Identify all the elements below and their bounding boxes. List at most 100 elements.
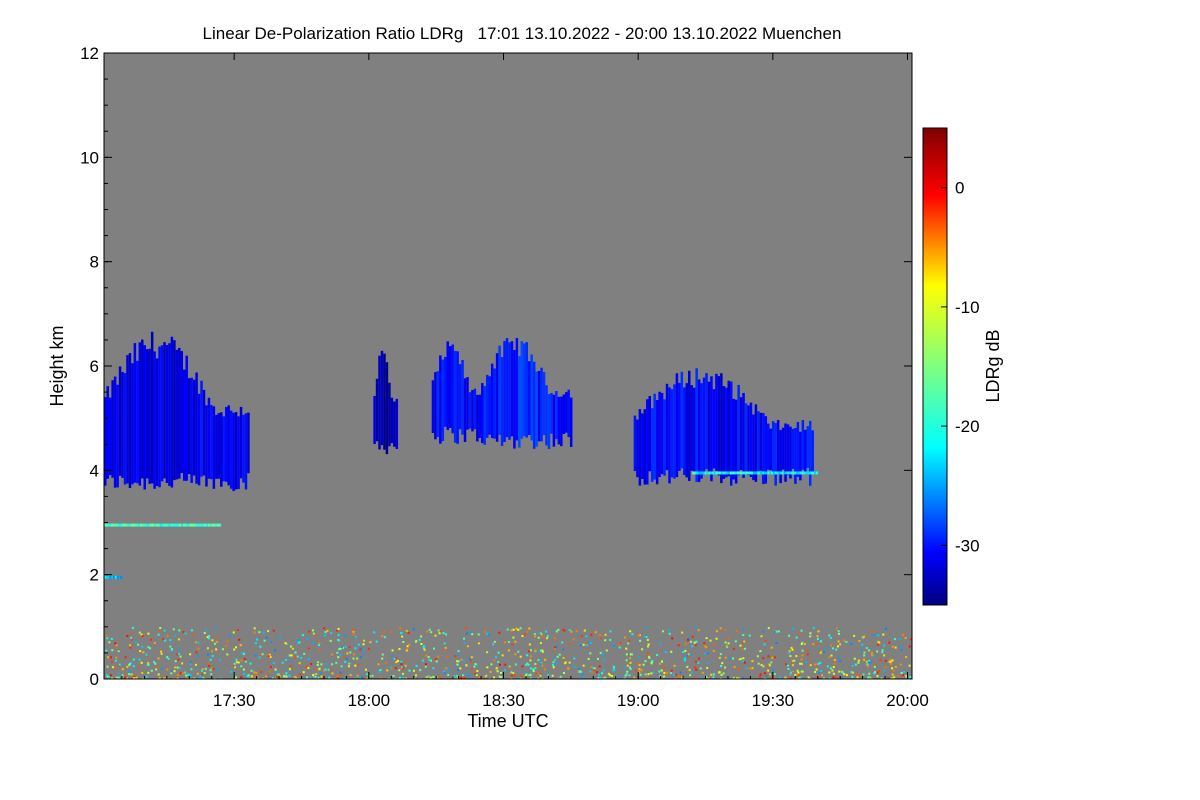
noise-cell — [394, 657, 397, 660]
colorbar-tick-label: 0 — [955, 179, 964, 198]
noise-cell — [644, 635, 647, 638]
thin-layer-cell — [121, 523, 125, 527]
thin-layer-cell — [805, 471, 808, 475]
cloud-column — [552, 394, 556, 447]
x-tick-label: 20:00 — [886, 691, 929, 710]
thin-layer-cell — [799, 471, 802, 475]
noise-cell — [393, 657, 396, 660]
noise-cell — [762, 665, 765, 668]
noise-cell — [269, 656, 272, 659]
noise-cell — [629, 668, 632, 671]
noise-cell — [448, 668, 451, 671]
noise-cell — [660, 660, 663, 663]
noise-cell — [474, 672, 477, 675]
noise-cell — [876, 671, 879, 674]
cloud-column — [747, 405, 750, 476]
noise-cell — [689, 654, 692, 657]
cloud-column — [690, 385, 693, 471]
noise-cell — [343, 656, 346, 659]
noise-cell — [801, 649, 804, 652]
noise-cell — [808, 659, 811, 662]
noise-cell — [489, 670, 492, 673]
noise-cell — [232, 675, 235, 678]
noise-cell — [129, 644, 132, 647]
noise-cell — [166, 677, 169, 679]
noise-cell — [668, 632, 671, 635]
noise-cell — [715, 630, 718, 633]
noise-cell — [513, 674, 516, 677]
noise-cell — [111, 677, 114, 679]
cloud-column — [210, 405, 213, 480]
noise-cell — [512, 672, 515, 675]
noise-cell — [106, 637, 109, 640]
noise-cell — [134, 667, 137, 670]
noise-cell — [529, 659, 532, 662]
noise-cell — [265, 675, 268, 678]
noise-cell — [677, 644, 680, 647]
cloud-column — [197, 393, 201, 486]
noise-cell — [673, 673, 676, 676]
noise-cell — [795, 655, 798, 658]
thin-layer-cell — [738, 471, 741, 475]
noise-cell — [546, 635, 549, 638]
y-tick-label: 4 — [90, 461, 99, 480]
noise-cell — [775, 630, 778, 633]
noise-cell — [510, 671, 513, 674]
noise-cell — [712, 649, 715, 652]
noise-cell — [172, 628, 175, 631]
noise-cell — [391, 649, 394, 652]
cloud-column — [478, 394, 482, 438]
noise-cell — [647, 673, 650, 676]
noise-cell — [213, 642, 216, 645]
thin-layer-cell — [765, 471, 768, 475]
noise-cell — [204, 628, 207, 631]
noise-cell — [142, 677, 145, 679]
noise-cell — [823, 649, 826, 652]
noise-cell — [186, 674, 189, 677]
thin-layer-cell — [812, 471, 815, 475]
noise-cell — [261, 653, 264, 656]
noise-cell — [349, 673, 352, 676]
noise-cell — [845, 674, 848, 677]
noise-cell — [851, 664, 854, 667]
noise-cell — [534, 648, 537, 651]
noise-cell — [169, 639, 172, 642]
cloud-column — [375, 378, 379, 442]
cloud-column — [192, 379, 196, 476]
noise-cell — [344, 660, 347, 663]
noise-cell — [762, 630, 765, 633]
noise-cell — [444, 646, 447, 649]
noise-cell — [773, 676, 776, 679]
noise-cell — [147, 632, 150, 635]
cloud-column — [113, 376, 117, 488]
noise-cell — [798, 677, 801, 679]
thin-layer-cell — [166, 523, 170, 527]
noise-cell — [399, 627, 402, 630]
noise-cell — [288, 654, 291, 657]
noise-cell — [818, 677, 821, 679]
noise-cell — [288, 667, 291, 670]
noise-cell — [528, 674, 531, 677]
cloud-column — [643, 409, 647, 485]
noise-cell — [612, 665, 615, 668]
cloud-column — [732, 398, 735, 480]
cloud-column — [247, 412, 250, 474]
noise-cell — [135, 676, 138, 679]
noise-cell — [324, 668, 327, 671]
colorbar-ticks: 0-10-20-30 — [941, 179, 980, 555]
noise-cell — [732, 657, 735, 660]
noise-cell — [381, 653, 384, 656]
noise-cell — [289, 660, 292, 663]
noise-cell — [460, 676, 463, 679]
noise-cell — [475, 674, 478, 677]
noise-cell — [542, 636, 545, 639]
noise-cell — [699, 667, 702, 670]
noise-cell — [818, 671, 821, 674]
noise-cell — [164, 676, 167, 679]
noise-cell — [689, 640, 692, 643]
noise-cell — [618, 646, 621, 649]
cloud-column — [190, 377, 193, 483]
noise-cell — [253, 627, 256, 630]
noise-cell — [789, 673, 792, 676]
